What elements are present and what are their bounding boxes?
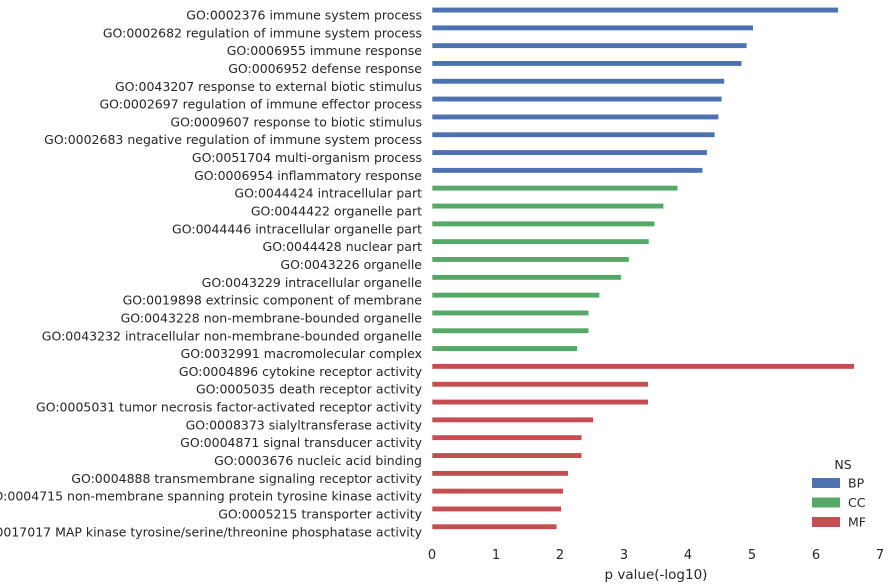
bar (431, 470, 569, 477)
bar (431, 505, 562, 513)
legend-swatch-bp (812, 478, 840, 488)
category-label: GO:0044428 nuclear part (263, 239, 423, 254)
bar (431, 113, 720, 120)
category-label: GO:0032991 macromolecular complex (181, 346, 422, 361)
bar (431, 167, 704, 174)
category-label: GO:0044446 intracellular organelle part (172, 221, 422, 236)
legend-swatch-mf (812, 517, 840, 527)
category-label: GO:0044422 organelle part (251, 204, 422, 219)
bar (431, 523, 558, 530)
category-label: GO:0043229 intracellular organelle (202, 275, 423, 290)
category-label: GO:0004715 non-membrane spanning protein… (0, 489, 423, 504)
bar (431, 185, 679, 192)
category-label: GO:0002376 immune system process (186, 8, 422, 23)
bar (431, 238, 650, 245)
category-label: GO:0043232 intracellular non-membrane-bo… (42, 328, 423, 343)
bar (431, 60, 743, 67)
category-label: GO:0019898 extrinsic component of membra… (123, 293, 423, 308)
bar (431, 434, 583, 441)
legend-title: NS (834, 457, 851, 472)
x-tick-label: 0 (428, 548, 436, 563)
category-label: GO:0006954 inflammatory response (194, 168, 422, 183)
bar (431, 149, 708, 156)
x-tick-label: 3 (620, 548, 628, 563)
bar (431, 96, 723, 103)
category-label: GO:0017017 MAP kinase tyrosine/serine/th… (0, 524, 423, 539)
legend-swatch-cc (812, 497, 840, 508)
bars-group (431, 7, 855, 530)
category-label: GO:0004888 transmembrane signaling recep… (71, 471, 422, 486)
bar (431, 7, 839, 14)
x-tick-label: 5 (748, 548, 756, 563)
category-label: GO:0004871 signal transducer activity (180, 435, 422, 450)
category-label: GO:0002683 negative regulation of immune… (44, 132, 422, 147)
bar (431, 381, 649, 388)
category-label: GO:0043228 non-membrane-bounded organell… (121, 310, 423, 325)
category-label: GO:0009607 response to biotic stimulus (170, 114, 422, 129)
bar (431, 309, 590, 317)
legend-label-cc: CC (848, 495, 866, 510)
bar (431, 203, 664, 210)
bar (431, 42, 748, 49)
category-label: GO:0051704 multi-organism process (192, 150, 422, 165)
x-tick-label: 1 (492, 548, 500, 563)
bar (431, 488, 564, 495)
category-label: GO:0043207 response to external biotic s… (115, 79, 422, 94)
bar (431, 416, 594, 423)
category-labels: GO:0002376 immune system process GO:00026… (0, 8, 423, 540)
category-label: GO:0003676 nucleic acid binding (214, 453, 422, 468)
legend: NS BP CC MF (812, 457, 866, 530)
bar (431, 345, 578, 352)
bar (431, 452, 583, 459)
category-label: GO:0006955 immune response (227, 43, 423, 58)
x-tick-label: 4 (684, 548, 692, 563)
bar (431, 363, 855, 370)
bar (431, 292, 600, 299)
x-axis-ticks: 0 1 2 3 4 5 6 7 (428, 548, 884, 563)
category-label: GO:0002682 regulation of immune system p… (103, 25, 422, 40)
category-label: GO:0005035 death receptor activity (196, 382, 423, 397)
category-label: GO:0043226 organelle (280, 257, 422, 272)
category-label: GO:0008373 sialyltransferase activity (186, 417, 423, 432)
category-label: GO:0004896 cytokine receptor activity (179, 364, 423, 379)
bar (431, 327, 590, 334)
x-axis-title: p value(-log10) (605, 567, 708, 583)
bar (431, 398, 649, 406)
x-tick-label: 7 (876, 548, 884, 563)
category-label: GO:0005215 transporter activity (218, 507, 422, 522)
category-label: GO:0002697 regulation of immune effector… (99, 97, 422, 112)
bar (431, 78, 725, 85)
category-label: GO:0005031 tumor necrosis factor-activat… (36, 400, 423, 415)
bar (431, 131, 716, 138)
category-label: GO:0044424 intracellular part (234, 186, 422, 201)
bar (431, 24, 754, 31)
bar (431, 274, 622, 281)
legend-label-mf: MF (848, 515, 866, 530)
x-tick-label: 6 (812, 548, 820, 563)
category-label: GO:0006952 defense response (228, 61, 422, 76)
x-tick-label: 2 (556, 548, 564, 563)
legend-label-bp: BP (848, 476, 865, 491)
bar (431, 220, 655, 227)
bar (431, 256, 630, 263)
